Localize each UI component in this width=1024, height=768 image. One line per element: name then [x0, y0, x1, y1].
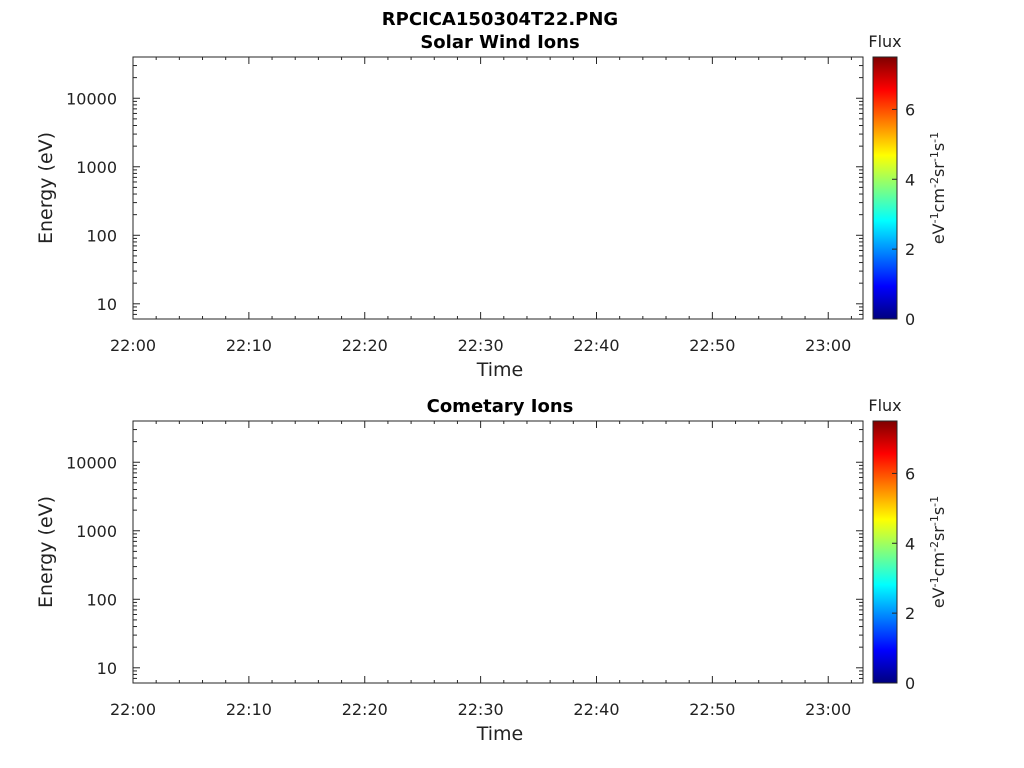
colorbar: [872, 56, 898, 320]
x-tick-label: 22:20: [342, 336, 388, 355]
plot-area: [133, 421, 863, 683]
figure-title: RPCICA150304T22.PNG: [382, 9, 618, 30]
y-tick-label: 10000: [66, 89, 117, 108]
colorbar-tick-label: 6: [905, 100, 915, 119]
y-tick-label: 100: [86, 226, 117, 245]
colorbar-label: eV-1cm-2sr-1s-1: [928, 132, 948, 244]
y-axis-ticks: 10 100 1000 10000: [66, 56, 863, 320]
x-axis-label: Time: [476, 359, 524, 381]
y-tick-label: 1000: [76, 158, 117, 177]
colorbar-title: Flux: [868, 32, 901, 51]
colorbar-tick-label: 4: [905, 170, 915, 189]
panel-title: Solar Wind Ions: [420, 32, 579, 53]
x-tick-label: 22:00: [110, 336, 156, 355]
plot-area: [133, 57, 863, 319]
panel-title: Cometary Ions: [427, 396, 574, 417]
x-tick-label: 22:30: [458, 336, 504, 355]
panel-cometary-ions: Cometary Ions 22:00 22:10 22:20 22:30 22:40 2…: [35, 396, 948, 745]
x-tick-label: 23:00: [805, 336, 851, 355]
x-axis-ticks: 22:00 22:10 22:20 22:30 22:40 22:50 23:00: [110, 57, 852, 355]
colorbar-tick-label: 2: [905, 240, 915, 259]
plot-frame: [132, 56, 864, 320]
x-tick-label: 22:50: [689, 336, 735, 355]
colorbar-ticks: 0 2 4 6: [892, 100, 915, 329]
y-tick-label: 10: [97, 295, 117, 314]
x-tick-label: 22:40: [573, 336, 619, 355]
x-tick-label: 22:10: [226, 336, 272, 355]
colorbar-tick-label: 0: [905, 310, 915, 329]
y-axis-label: Energy (eV): [35, 132, 57, 244]
panel-solar-wind-ions: Solar Wind Ions 22:00 22:10 22:20 22:30 22:4…: [35, 32, 948, 381]
